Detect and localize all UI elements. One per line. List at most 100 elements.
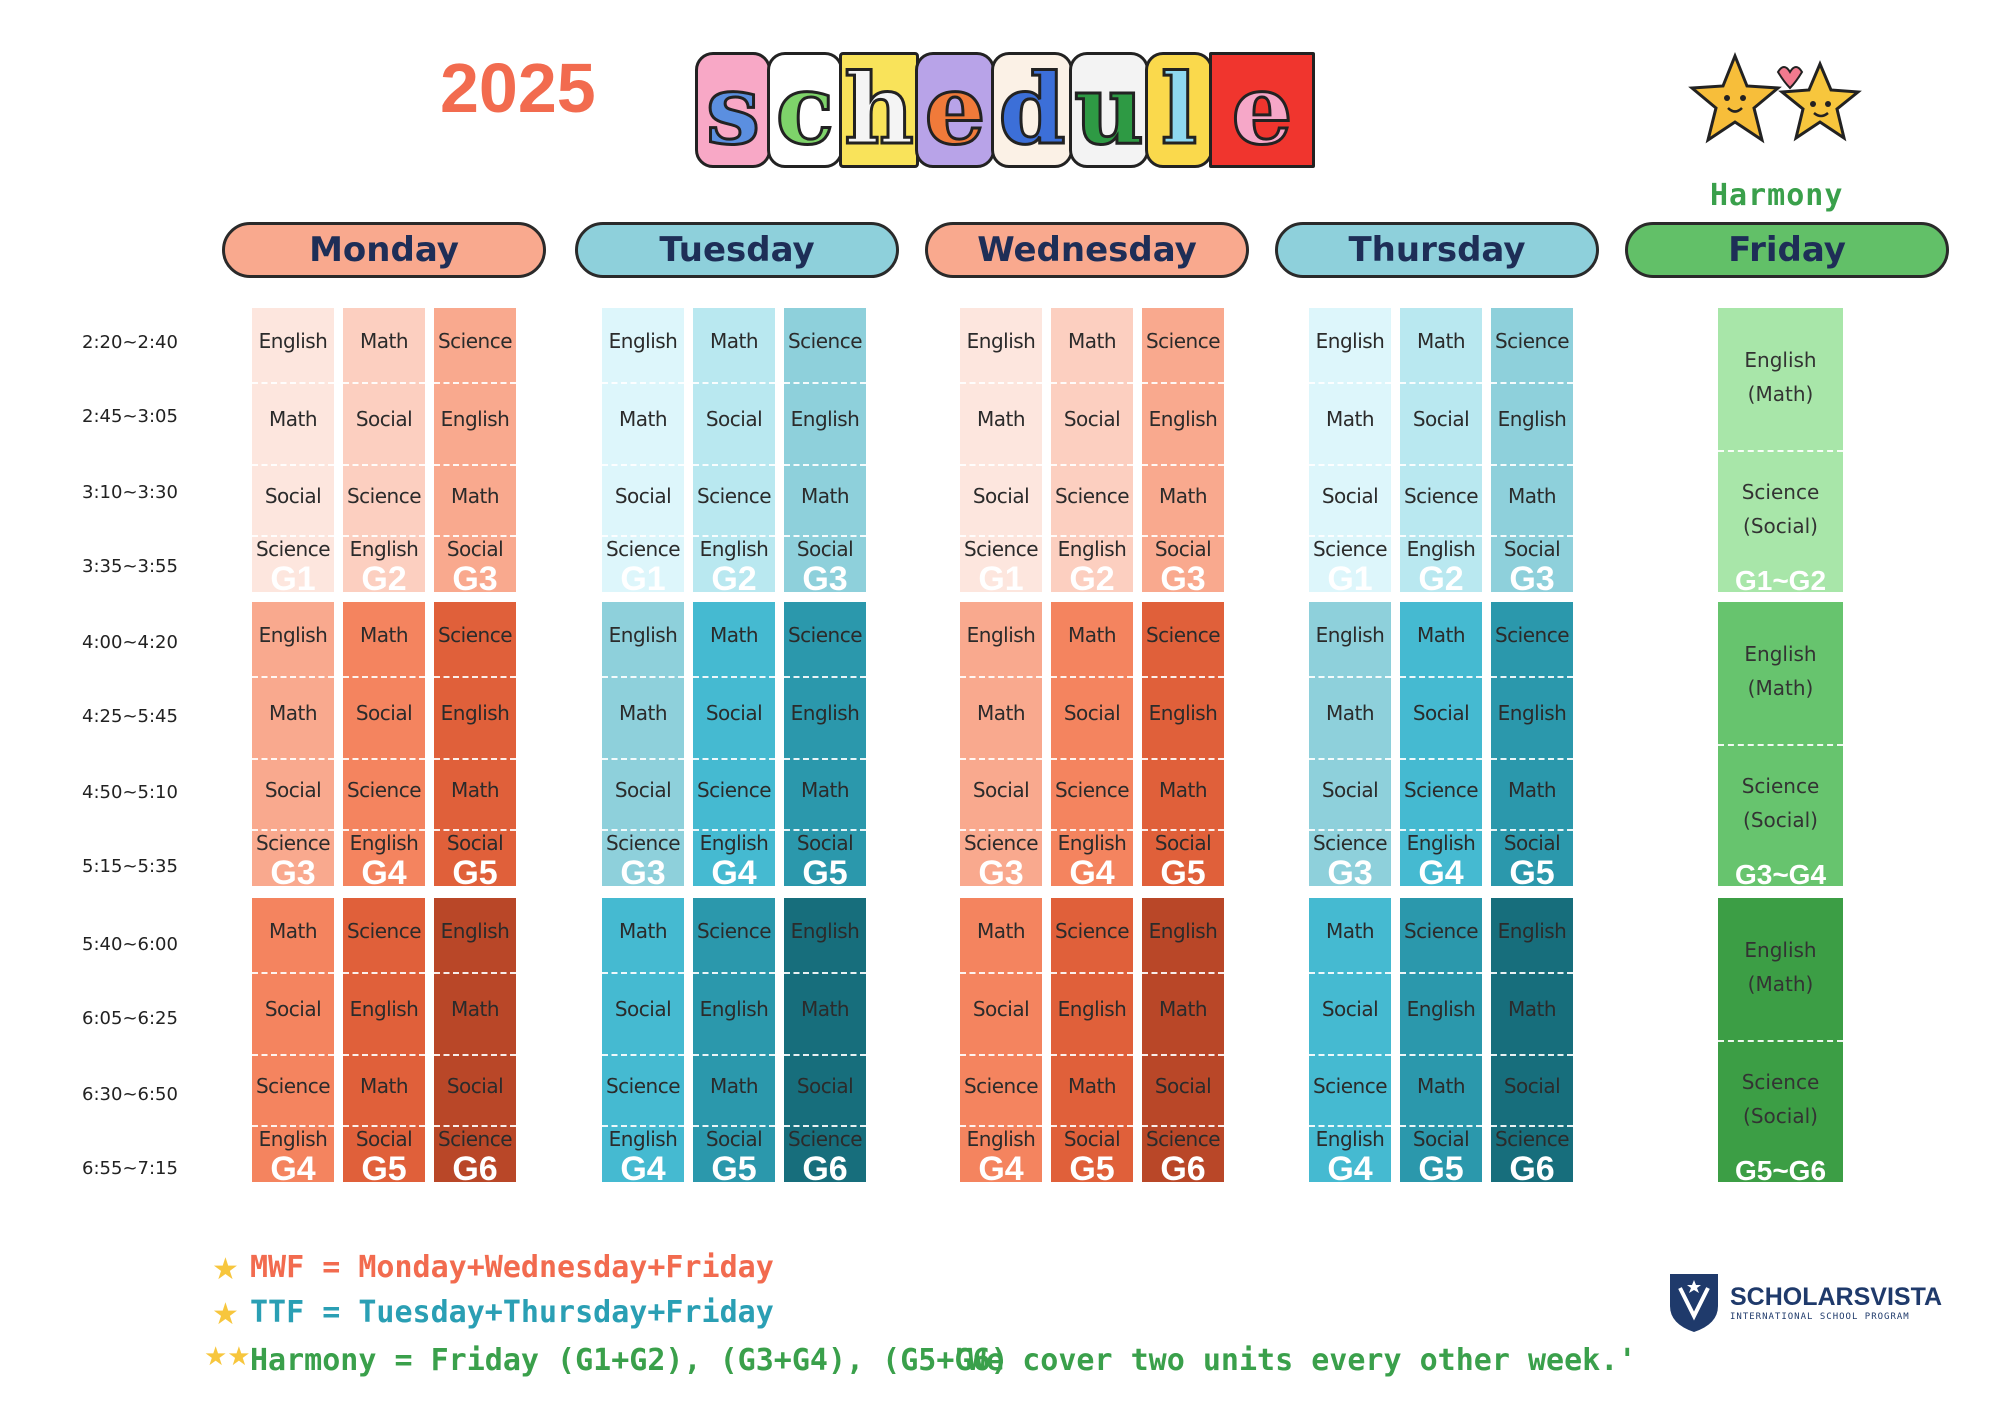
legend-note: 'We cover two units every other week.' xyxy=(950,1343,1637,1378)
row-divider xyxy=(343,675,425,678)
row-divider xyxy=(1400,675,1482,678)
grade-label: G1 xyxy=(270,562,316,592)
subject-cell: Math xyxy=(1325,701,1375,726)
grade-label: G2 xyxy=(361,562,407,592)
row-divider xyxy=(1142,829,1224,832)
friday-subject-cell: English (Math) xyxy=(1718,322,1843,432)
grade-label: G3 xyxy=(1160,562,1206,592)
row-divider xyxy=(252,675,334,678)
subject-cell: Math xyxy=(800,483,850,508)
subject-cell: Social xyxy=(1503,537,1561,562)
title-letter: u xyxy=(1069,51,1149,168)
row-divider xyxy=(1718,450,1843,452)
grade-column-G5: Science English Math Social G5 xyxy=(1051,898,1133,1182)
row-divider xyxy=(1400,829,1482,832)
row-divider xyxy=(784,535,866,538)
subject-cell: Science xyxy=(605,537,681,562)
subject-cell: Science xyxy=(696,483,772,508)
subject-cell: Science xyxy=(255,1073,331,1098)
subject-cell: English xyxy=(699,997,769,1022)
subject-cell: Math xyxy=(618,918,668,943)
subject-primary: Science xyxy=(1741,1070,1820,1094)
subject-cell: Science xyxy=(437,328,513,353)
grade-column-G1: English Math Social Science G1 xyxy=(602,308,684,592)
subject-cell: Science xyxy=(1494,622,1570,647)
subject-cell: English xyxy=(1406,537,1476,562)
subject-cell: Science xyxy=(1054,483,1130,508)
row-divider xyxy=(602,829,684,832)
grade-column-G5: Science English Math Social G5 xyxy=(1400,898,1482,1182)
row-divider xyxy=(960,535,1042,538)
row-divider xyxy=(343,464,425,467)
grade-column-G4: Math Social Science English G4 xyxy=(252,898,334,1182)
subject-cell: Science xyxy=(963,831,1039,856)
row-divider xyxy=(693,971,775,974)
grade-column-G6: English Math Social Science G6 xyxy=(434,898,516,1182)
logo-tagline: INTERNATIONAL SCHOOL PROGRAM xyxy=(1730,1311,1910,1322)
friday-subject-cell: Science (Social) xyxy=(1718,454,1843,564)
subject-secondary: (Math) xyxy=(1747,972,1814,996)
grade-label: G5 xyxy=(1069,1152,1115,1182)
friday-subject-cell: English (Math) xyxy=(1718,912,1843,1022)
subject-cell: Math xyxy=(1067,622,1117,647)
row-divider xyxy=(1491,1054,1573,1057)
subject-cell: English xyxy=(966,328,1036,353)
subject-cell: Math xyxy=(268,407,318,432)
subject-cell: Science xyxy=(1312,831,1388,856)
row-divider xyxy=(1309,829,1391,832)
subject-cell: Social xyxy=(446,537,504,562)
subject-primary: Science xyxy=(1741,480,1820,504)
double-star-icon: ★★ xyxy=(204,1342,251,1372)
row-divider xyxy=(343,758,425,761)
subject-primary: English xyxy=(1744,938,1817,962)
subject-cell: English xyxy=(1497,701,1567,726)
subject-cell: Math xyxy=(450,483,500,508)
subject-cell: Social xyxy=(355,701,413,726)
subject-cell: English xyxy=(608,1127,678,1152)
row-divider xyxy=(693,535,775,538)
grade-label: G2 xyxy=(1418,562,1464,592)
subject-cell: Social xyxy=(446,831,504,856)
subject-cell: Science xyxy=(696,777,772,802)
row-divider xyxy=(343,1125,425,1128)
subject-secondary: (Math) xyxy=(1747,382,1814,406)
grade-column-G2: Math Social Science English G2 xyxy=(1400,308,1482,592)
row-divider xyxy=(960,971,1042,974)
row-divider xyxy=(343,1054,425,1057)
year-label: 2025 xyxy=(440,49,596,127)
subject-cell: Math xyxy=(1507,997,1557,1022)
row-divider xyxy=(1142,381,1224,384)
row-divider xyxy=(1400,1125,1482,1128)
subject-cell: English xyxy=(258,328,328,353)
subject-cell: Social xyxy=(796,1073,854,1098)
grade-column-G2: Math Social Science English G2 xyxy=(1051,308,1133,592)
row-divider xyxy=(1491,464,1573,467)
subject-cell: English xyxy=(790,407,860,432)
title-letter: s xyxy=(695,51,771,168)
grade-label: G1 xyxy=(620,562,666,592)
row-divider xyxy=(1491,675,1573,678)
subject-cell: Math xyxy=(268,701,318,726)
row-divider xyxy=(1051,464,1133,467)
time-slot: 6:05~6:25 xyxy=(82,1008,178,1029)
subject-cell: Science xyxy=(963,1073,1039,1098)
grade-column-G5: Science English Math Social G5 xyxy=(693,898,775,1182)
friday-harmony-block: English (Math) Science (Social) G5~G6 xyxy=(1718,898,1843,1184)
grade-label: G1 xyxy=(1327,562,1373,592)
grade-label: G5 xyxy=(1509,856,1555,886)
subject-cell: Math xyxy=(1325,407,1375,432)
subject-cell: Social xyxy=(614,997,672,1022)
subject-cell: Social xyxy=(264,483,322,508)
star-icon: ★ xyxy=(212,1252,239,1287)
grade-label: G6 xyxy=(1509,1152,1555,1182)
grade-label: G5 xyxy=(1418,1152,1464,1182)
subject-cell: Science xyxy=(346,483,422,508)
time-slot: 6:55~7:15 xyxy=(82,1158,178,1179)
subject-cell: Social xyxy=(1063,1127,1121,1152)
subject-cell: English xyxy=(966,1127,1036,1152)
title-letter: h xyxy=(839,51,919,168)
legend-ttf: TTF = Tuesday+Thursday+Friday xyxy=(250,1295,774,1330)
row-divider xyxy=(434,381,516,384)
row-divider xyxy=(693,1125,775,1128)
grade-label: G3 xyxy=(1327,856,1373,886)
